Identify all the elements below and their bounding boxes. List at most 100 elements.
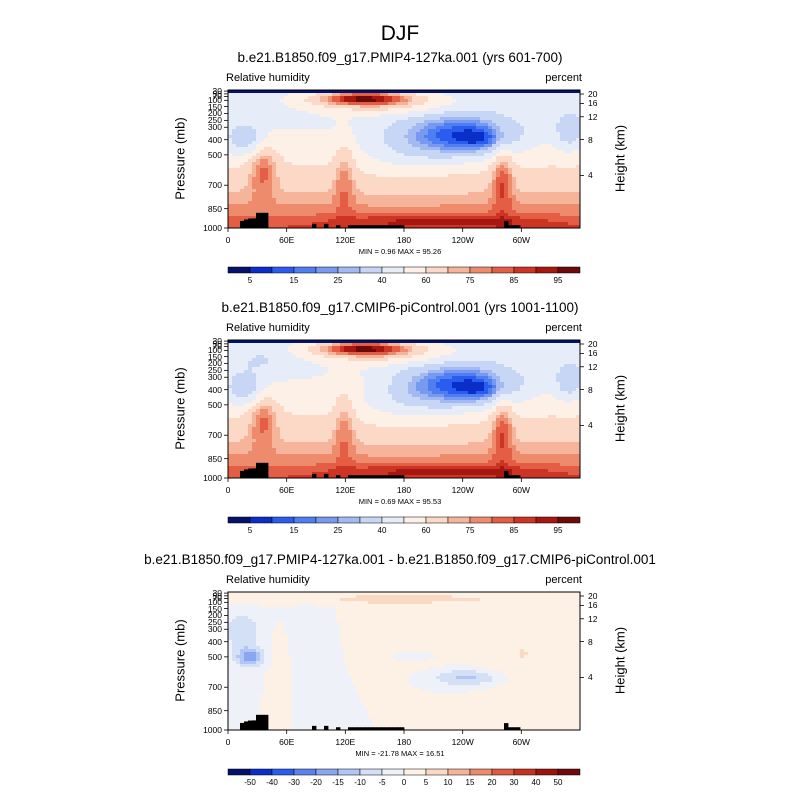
heatmap-cell — [540, 96, 545, 100]
heatmap-cell — [564, 162, 569, 166]
heatmap-cell — [244, 129, 249, 133]
heatmap-cell — [380, 159, 385, 163]
heatmap-cell — [332, 123, 337, 127]
heatmap-cell — [428, 198, 433, 202]
heatmap-cell — [380, 174, 385, 178]
heatmap-cell — [572, 126, 577, 130]
heatmap-cell — [536, 126, 541, 130]
heatmap-cell — [420, 358, 425, 362]
heatmap-cell — [300, 189, 305, 193]
heatmap-cell — [396, 150, 401, 154]
heatmap-cell — [524, 189, 529, 193]
heatmap-cell — [424, 189, 429, 193]
heatmap-cell — [304, 111, 309, 115]
heatmap-cell — [372, 180, 377, 184]
heatmap-cell — [408, 361, 413, 365]
heatmap-cell — [556, 195, 561, 199]
heatmap-cell — [248, 108, 253, 112]
heatmap-cell — [504, 207, 509, 211]
heatmap-cell — [484, 93, 489, 97]
heatmap-cell — [336, 358, 341, 362]
heatmap-cell — [280, 135, 285, 139]
heatmap-cell — [240, 207, 245, 211]
heatmap-cell — [380, 138, 385, 142]
heatmap-cell — [496, 147, 501, 151]
heatmap-cell — [368, 150, 373, 154]
colorbar-box — [491, 266, 515, 274]
heatmap-cell — [420, 165, 425, 169]
heatmap-cell — [280, 114, 285, 118]
colorbar-box — [447, 266, 471, 274]
heatmap-cell — [284, 183, 289, 187]
heatmap-cell — [252, 186, 257, 190]
heatmap-cell — [376, 346, 381, 350]
heatmap-cell — [268, 150, 273, 154]
heatmap-cell — [244, 174, 249, 178]
heatmap-cell — [244, 135, 249, 139]
heatmap-cell — [364, 111, 369, 115]
heatmap-cell — [428, 204, 433, 208]
heatmap-cell — [488, 198, 493, 202]
heatmap-cell — [440, 174, 445, 178]
heatmap-cell — [236, 225, 241, 229]
heatmap-cell — [444, 90, 449, 94]
heatmap-cell — [468, 210, 473, 214]
heatmap-cell — [464, 156, 469, 160]
heatmap-cell — [320, 162, 325, 166]
heatmap-cell — [532, 198, 537, 202]
heatmap-cell — [532, 189, 537, 193]
heatmap-cell — [248, 117, 253, 121]
heatmap-cell — [416, 361, 421, 365]
heatmap-cell — [440, 114, 445, 118]
heatmap-cell — [364, 132, 369, 136]
heatmap-cell — [564, 96, 569, 100]
heatmap-cell — [432, 114, 437, 118]
heatmap-cell — [548, 349, 553, 353]
heatmap-cell — [384, 361, 389, 365]
heatmap-cell — [356, 162, 361, 166]
heatmap-cell — [364, 349, 369, 353]
heatmap-cell — [276, 111, 281, 115]
heatmap-cell — [372, 186, 377, 190]
heatmap-cell — [408, 120, 413, 124]
heatmap-cell — [296, 105, 301, 109]
heatmap-cell — [228, 343, 233, 347]
heatmap-cell — [484, 213, 489, 217]
heatmap-cell — [572, 177, 577, 181]
heatmap-cell — [556, 153, 561, 157]
heatmap-cell — [264, 144, 269, 148]
heatmap-cell — [272, 99, 277, 103]
heatmap-cell — [272, 198, 277, 202]
heatmap-cell — [548, 156, 553, 160]
heatmap-cell — [328, 159, 333, 163]
heatmap-cell — [572, 114, 577, 118]
heatmap-cell — [256, 177, 261, 181]
heatmap-cell — [528, 99, 533, 103]
heatmap-cell — [288, 361, 293, 365]
heatmap-cell — [340, 198, 345, 202]
heatmap-cell — [528, 192, 533, 196]
heatmap-cell — [236, 165, 241, 169]
heatmap-cell — [520, 141, 525, 145]
heatmap-cell — [432, 135, 437, 139]
heatmap-cell — [496, 129, 501, 133]
heatmap-cell — [256, 364, 261, 368]
heatmap-cell — [556, 210, 561, 214]
heatmap-cell — [568, 132, 573, 136]
heatmap-cell — [228, 126, 233, 130]
heatmap-cell — [348, 165, 353, 169]
heatmap-cell — [508, 346, 513, 350]
heatmap-cell — [324, 126, 329, 130]
heatmap-cell — [320, 111, 325, 115]
heatmap-cell — [524, 156, 529, 160]
heatmap-cell — [400, 108, 405, 112]
heatmap-cell — [508, 126, 513, 130]
heatmap-cell — [412, 219, 417, 223]
heatmap-cell — [372, 138, 377, 142]
heatmap-cell — [476, 93, 481, 97]
topography-bar — [380, 225, 385, 228]
heatmap-cell — [320, 153, 325, 157]
heatmap-cell — [532, 144, 537, 148]
heatmap-cell — [472, 204, 477, 208]
